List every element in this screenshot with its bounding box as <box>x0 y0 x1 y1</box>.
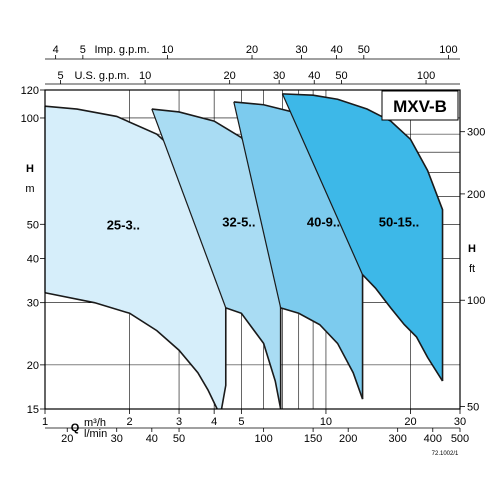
x-tick-label-lmin: 30 <box>111 433 123 445</box>
x-tick-label-lmin: 50 <box>173 433 185 445</box>
x-tick-label-impgpm: 20 <box>246 44 258 56</box>
x-tick-label-impgpm: 100 <box>439 44 457 56</box>
x-tick-label-lmin: 300 <box>388 433 406 445</box>
x-tick-label-impgpm: 30 <box>295 44 307 56</box>
plot-frame <box>44 89 461 410</box>
x-tick-label-m3h: 20 <box>404 416 416 428</box>
area-left-edge <box>281 93 364 275</box>
area-left-edge <box>233 101 282 309</box>
x-axis-unit-usgpm: U.S. g.p.m. <box>74 70 129 82</box>
y-tick-label-ft: 200 <box>467 189 485 201</box>
axes: 1 2 3 4 5 10 20 30Q m³/h20 30 40 50 100 150 200 300 400 5… <box>21 44 486 457</box>
chart-title: MXV-B <box>393 97 447 116</box>
x-tick-label-impgpm: 5 <box>80 44 86 56</box>
title-box <box>381 90 459 121</box>
y-axis-unit-ft: ft <box>469 263 475 275</box>
x-tick-label-impgpm: 4 <box>53 44 59 56</box>
x-tick-label-m3h: 3 <box>176 416 182 428</box>
x-tick-label-lmin: 150 <box>304 433 322 445</box>
x-tick-label-lmin: 20 <box>61 433 73 445</box>
x-tick-label-usgpm: 30 <box>273 70 285 82</box>
x-tick-label-impgpm: 10 <box>161 44 173 56</box>
x-tick-label-impgpm: 50 <box>358 44 370 56</box>
x-tick-label-m3h: 1 <box>42 416 48 428</box>
x-tick-label-usgpm: 50 <box>335 70 347 82</box>
curve-top-50-15 <box>282 93 444 382</box>
series-label: 25-3.. <box>107 217 140 232</box>
x-tick-label-usgpm: 100 <box>417 70 435 82</box>
x-tick-label-lmin: 40 <box>146 433 158 445</box>
x-tick-label-usgpm: 10 <box>139 70 151 82</box>
chart-code: 72.1002/1 <box>432 451 459 457</box>
area-left-edge <box>151 108 227 309</box>
y-axis-label-m: H <box>26 163 34 175</box>
x-axis-unit-lmin: l/min <box>84 428 107 440</box>
y-tick-label-m: 120 <box>21 85 39 97</box>
area-32-5 <box>151 109 281 410</box>
x-tick-label-usgpm: 40 <box>308 70 320 82</box>
y-tick-label-ft: 100 <box>467 295 485 307</box>
x-tick-label-usgpm: 5 <box>57 70 63 82</box>
area-50-15 <box>282 93 443 382</box>
y-tick-label-m: 20 <box>27 360 39 372</box>
y-tick-label-m: 40 <box>27 254 39 266</box>
y-tick-label-m: 30 <box>27 298 39 310</box>
y-tick-label-m: 50 <box>27 219 39 231</box>
y-tick-label-m: 15 <box>27 404 39 416</box>
curve-bottom-32-5 <box>225 307 282 410</box>
curve-bottom-50-15 <box>361 274 444 382</box>
labels: 25-3.. 32-5.. 40-9.. 50-15.. MXV-B <box>107 90 459 232</box>
series-label: 50-15.. <box>379 214 419 229</box>
x-tick-label-m3h: 4 <box>211 416 217 428</box>
x-tick-label-lmin: 400 <box>424 433 442 445</box>
curve-bottom-40-9 <box>280 307 364 400</box>
curve-bottom-25-3 <box>44 291 218 410</box>
x-tick-label-lmin: 500 <box>451 433 469 445</box>
x-tick-label-m3h: 2 <box>127 416 133 428</box>
x-tick-label-m3h: 10 <box>320 416 332 428</box>
x-axis-unit-m3h: m³/h <box>84 417 106 429</box>
x-axis-unit-impgpm: Imp. g.p.m. <box>94 44 149 56</box>
y-axis-unit-m: m <box>25 183 34 195</box>
x-tick-label-m3h: 5 <box>238 416 244 428</box>
series-label: 32-5.. <box>222 214 255 229</box>
x-tick-label-impgpm: 40 <box>330 44 342 56</box>
y-axis-label-ft: H <box>468 243 476 255</box>
x-tick-label-usgpm: 20 <box>224 70 236 82</box>
pump-areas <box>44 93 444 410</box>
x-tick-label-lmin: 100 <box>254 433 272 445</box>
y-tick-label-ft: 300 <box>467 127 485 139</box>
x-tick-label-m3h: 30 <box>454 416 466 428</box>
series-label: 40-9.. <box>307 214 340 229</box>
y-tick-label-m: 100 <box>21 113 39 125</box>
y-tick-label-ft: 50 <box>467 402 479 414</box>
x-tick-label-lmin: 200 <box>339 433 357 445</box>
